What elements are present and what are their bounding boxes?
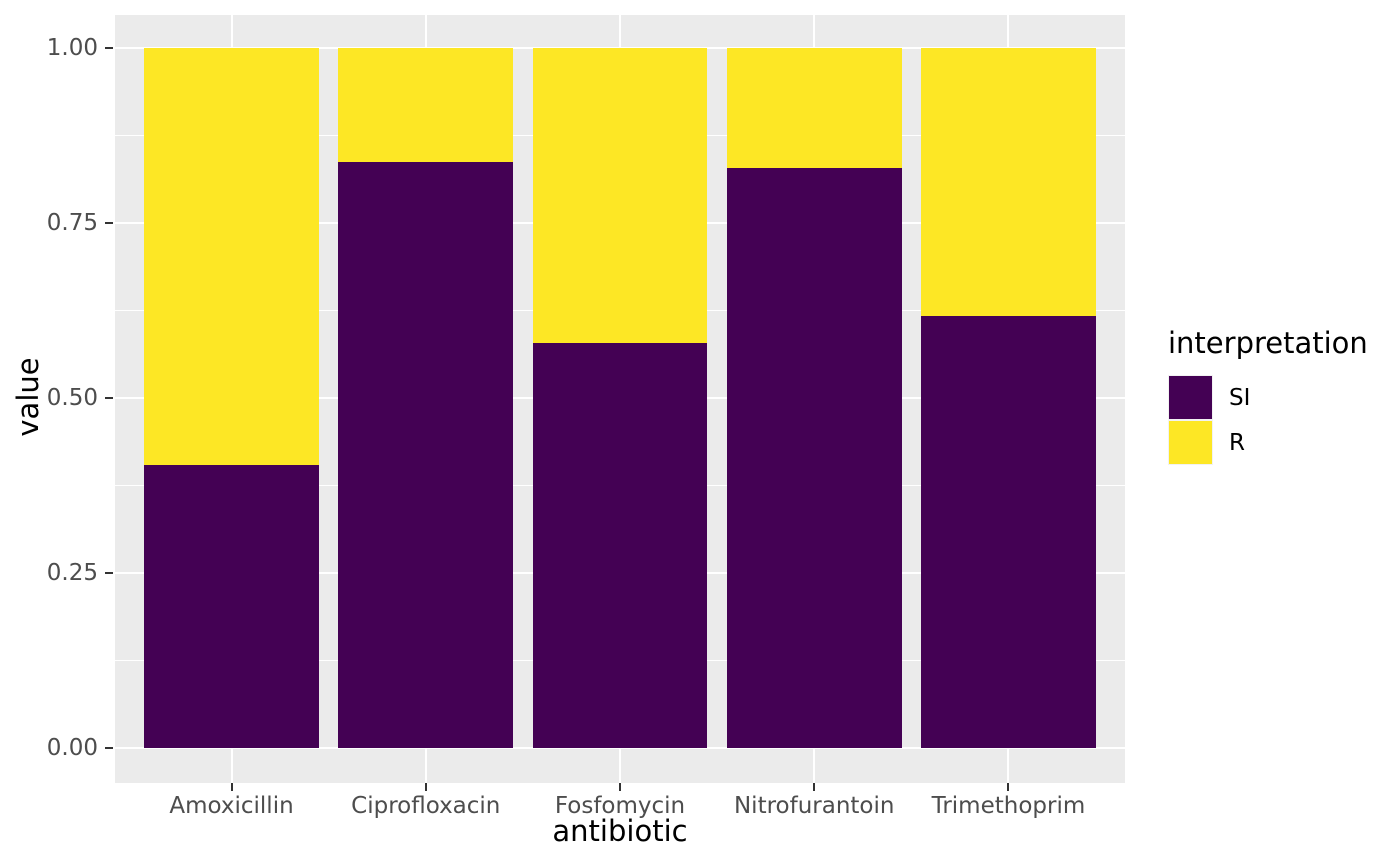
bar-segment-r xyxy=(921,48,1096,317)
y-tick-label: 1.00 xyxy=(46,35,98,61)
bar-segment-si xyxy=(338,162,514,748)
x-axis-title: antibiotic xyxy=(552,814,688,848)
x-tick-label: Amoxicillin xyxy=(169,793,294,819)
bar-segment-r xyxy=(726,48,902,168)
y-tick-mark xyxy=(105,747,113,749)
legend-label: SI xyxy=(1229,384,1251,411)
bar-segment-r xyxy=(532,48,708,343)
y-tick-mark xyxy=(105,572,113,574)
bar-segment-si xyxy=(144,465,319,748)
y-tick-label: 0.75 xyxy=(46,210,98,236)
bar-segment-si xyxy=(921,316,1096,748)
legend-entry: SI xyxy=(1168,375,1393,420)
y-tick-label: 0.50 xyxy=(46,385,98,411)
legend-key-r xyxy=(1168,420,1213,465)
x-tick-mark xyxy=(424,783,427,791)
x-tick-mark xyxy=(1007,783,1010,791)
x-tick-mark xyxy=(813,783,816,791)
x-tick-mark xyxy=(619,783,621,791)
y-tick-label: 0.25 xyxy=(46,560,98,586)
y-tick-label: 0.00 xyxy=(46,735,98,761)
plot-panel xyxy=(115,15,1125,783)
legend-entries: SI R xyxy=(1168,375,1393,465)
y-axis-title: value xyxy=(11,357,45,437)
x-tick-label: Nitrofurantoin xyxy=(733,793,895,819)
x-tick-label: Ciprofloxacin xyxy=(351,793,501,819)
legend: interpretation SI R xyxy=(1168,326,1393,465)
legend-label: R xyxy=(1229,429,1245,456)
bar-segment-r xyxy=(338,48,514,163)
y-tick-mark xyxy=(105,47,113,49)
x-tick-mark xyxy=(230,783,233,791)
y-tick-mark xyxy=(105,397,113,399)
y-tick-mark xyxy=(105,222,113,224)
bar-segment-r xyxy=(144,48,319,466)
x-tick-label: Trimethoprim xyxy=(931,793,1086,819)
bar-segment-si xyxy=(726,167,902,748)
legend-entry: R xyxy=(1168,420,1393,465)
bar-segment-si xyxy=(532,342,708,748)
legend-title: interpretation xyxy=(1168,326,1368,360)
legend-key-si xyxy=(1168,375,1213,420)
x-tick-label: Fosfomycin xyxy=(554,793,686,819)
